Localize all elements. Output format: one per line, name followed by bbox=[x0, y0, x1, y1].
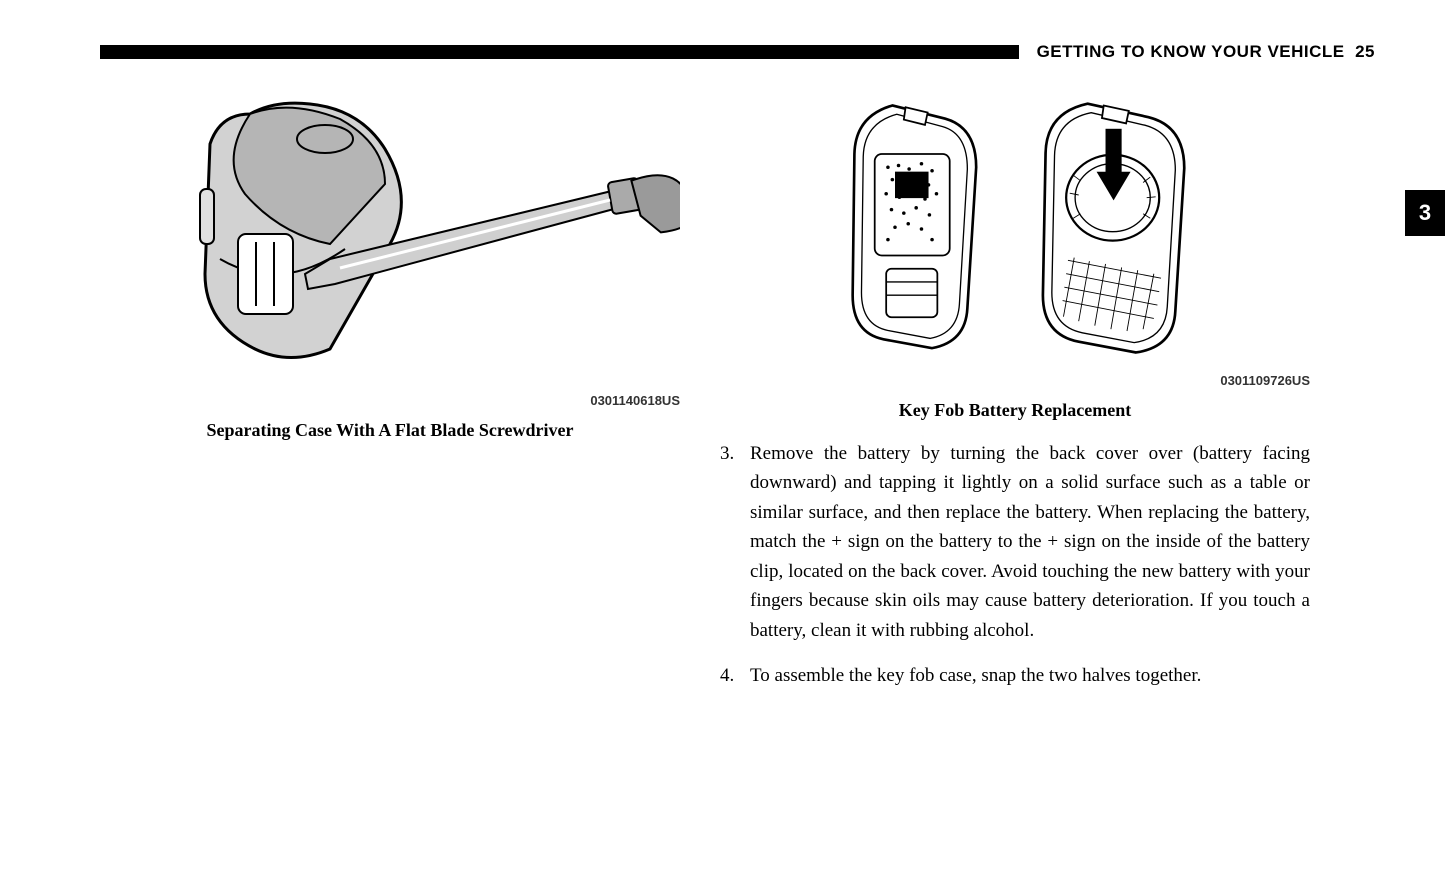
chapter-tab-number: 3 bbox=[1419, 200, 1431, 226]
right-figure-id: 0301109726US bbox=[1220, 373, 1310, 388]
step-number: 3. bbox=[720, 439, 750, 645]
right-figure: 0301109726US Key Fob Battery Replacement bbox=[720, 84, 1310, 421]
step-3: 3. Remove the battery by turning the bac… bbox=[720, 439, 1310, 645]
left-figure-id: 0301140618US bbox=[590, 393, 680, 408]
chapter-tab: 3 bbox=[1405, 190, 1445, 236]
step-number: 4. bbox=[720, 661, 750, 690]
keyfob-front-illustration bbox=[835, 94, 985, 364]
keyfob-figure-area: 0301109726US bbox=[720, 84, 1310, 394]
page-header: GETTING TO KNOW YOUR VEHICLE 25 bbox=[100, 40, 1375, 64]
page-number: 25 bbox=[1355, 42, 1375, 61]
content-columns: 0301140618US Separating Case With A Flat… bbox=[100, 84, 1375, 707]
section-title: GETTING TO KNOW YOUR VEHICLE 25 bbox=[1019, 42, 1375, 62]
screwdriver-figure-area: 0301140618US bbox=[100, 84, 680, 414]
left-figure: 0301140618US Separating Case With A Flat… bbox=[100, 84, 680, 441]
left-column: 0301140618US Separating Case With A Flat… bbox=[100, 84, 680, 707]
screwdriver-illustration bbox=[100, 84, 680, 414]
right-column: 0301109726US Key Fob Battery Replacement… bbox=[720, 84, 1310, 707]
step-text: To assemble the key fob case, snap the t… bbox=[750, 661, 1310, 690]
right-figure-caption: Key Fob Battery Replacement bbox=[899, 400, 1131, 421]
step-text: Remove the battery by turning the back c… bbox=[750, 439, 1310, 645]
instruction-steps: 3. Remove the battery by turning the bac… bbox=[720, 439, 1310, 691]
left-figure-caption: Separating Case With A Flat Blade Screwd… bbox=[207, 420, 574, 441]
keyfob-back-illustration bbox=[1025, 94, 1195, 364]
step-4: 4. To assemble the key fob case, snap th… bbox=[720, 661, 1310, 690]
section-title-text: GETTING TO KNOW YOUR VEHICLE bbox=[1037, 42, 1345, 61]
header-rule bbox=[100, 45, 1019, 59]
